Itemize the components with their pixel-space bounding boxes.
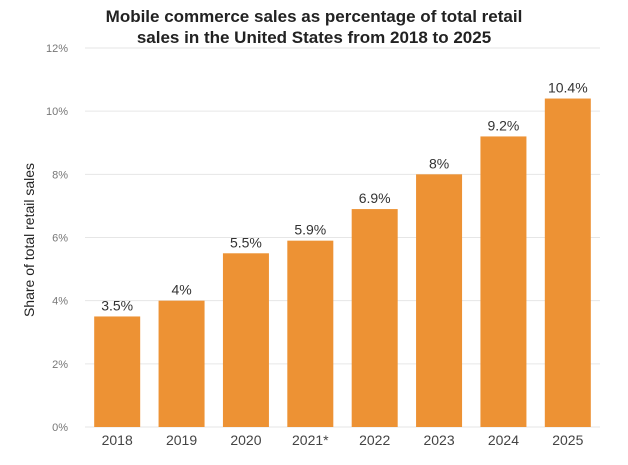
data-label: 6.9%	[359, 190, 391, 206]
bar-2024	[480, 136, 527, 427]
data-label: 5.5%	[230, 234, 262, 250]
label-layer: 0% 2% 4% 6% 8% 10% 12% 3.5% 2018 4% 2019 5.5% 2020 5.…	[46, 43, 588, 448]
bar-layer	[94, 98, 591, 428]
x-tick-label: 2024	[488, 432, 519, 448]
x-tick-label: 2022	[359, 432, 390, 448]
y-tick-label: 10%	[46, 106, 68, 118]
data-label: 3.5%	[101, 297, 133, 313]
chart-title-line-2: sales in the United States from 2018 to …	[136, 28, 492, 47]
y-tick-label: 12%	[46, 43, 68, 55]
chart-title: Mobile commerce sales as percentage of t…	[0, 6, 628, 48]
y-tick-label: 8%	[52, 169, 68, 181]
bar-2022	[351, 209, 398, 427]
data-label: 8%	[429, 155, 449, 171]
chart-title-line-1: Mobile commerce sales as percentage of t…	[105, 7, 523, 26]
x-tick-label: 2021*	[292, 432, 329, 448]
data-label: 9.2%	[487, 117, 519, 133]
x-tick-label: 2020	[230, 432, 261, 448]
data-label: 10.4%	[548, 80, 588, 96]
x-tick-label: 2019	[166, 432, 197, 448]
x-tick-label: 2025	[552, 432, 583, 448]
bar-2020	[222, 253, 269, 427]
bar-2019	[158, 300, 205, 427]
y-tick-label: 6%	[52, 233, 68, 245]
x-tick-label: 2023	[423, 432, 454, 448]
data-label: 5.9%	[294, 222, 326, 238]
bar-2021	[287, 240, 334, 427]
x-tick-label: 2018	[102, 432, 133, 448]
bar-2018	[94, 316, 141, 427]
bar-2023	[416, 174, 463, 427]
y-tick-label: 0%	[52, 422, 68, 434]
bar-2025	[544, 98, 591, 428]
y-tick-label: 2%	[52, 359, 68, 371]
y-tick-label: 4%	[52, 296, 68, 308]
data-label: 4%	[171, 282, 191, 298]
